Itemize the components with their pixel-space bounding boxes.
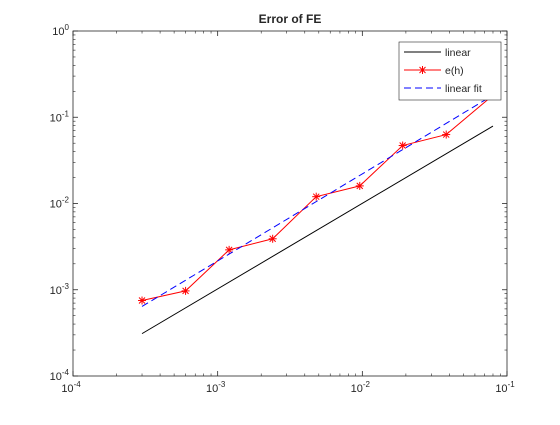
series-line-2: [141, 94, 494, 307]
legend-label: e(h): [445, 65, 464, 77]
data-point: [355, 181, 364, 190]
x-tick-label: 10-4: [61, 380, 81, 395]
legend-marker: [418, 66, 427, 74]
data-point: [225, 245, 234, 254]
axes-layer: 10-4 10-3 10-2 10-1 10-4 10-3 10-2 10-1 100: [50, 23, 516, 395]
x-tick-label: 10-3: [206, 380, 226, 395]
series-line-0: [141, 125, 494, 335]
x-tick-label: 10-2: [351, 380, 371, 395]
data-point: [181, 286, 190, 295]
legend-label: linear fit: [445, 83, 482, 95]
y-tick-label: 10-1: [50, 109, 70, 124]
data-point: [138, 296, 147, 305]
data-point: [442, 130, 451, 139]
x-tick-label: 10-1: [495, 380, 515, 395]
chart-title: Error of FE: [259, 12, 322, 26]
y-tick-label: 10-4: [50, 368, 70, 383]
data-point: [398, 141, 407, 150]
y-tick-label: 10-3: [50, 282, 70, 297]
data-point: [268, 234, 277, 243]
data-point: [312, 192, 321, 201]
y-tick-label: 10-2: [50, 196, 70, 211]
y-tick-label: 100: [52, 23, 69, 38]
legend: linear e(h) linear fit: [398, 41, 502, 101]
legend-label: linear: [445, 47, 471, 59]
